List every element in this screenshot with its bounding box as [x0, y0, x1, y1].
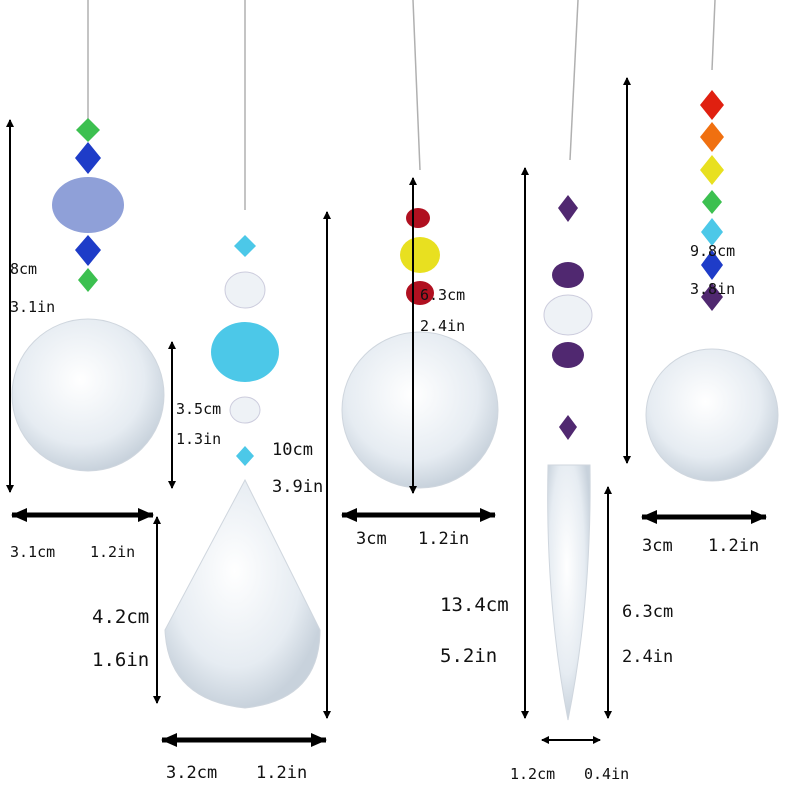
cone-total-in: 3.9in [272, 477, 324, 497]
ball-crystal-in: 1.3in [176, 430, 222, 448]
disc-total-in: 2.4in [420, 317, 466, 335]
snowflake-pendant [645, 90, 779, 482]
ball-width-in: 1.2in [90, 543, 136, 561]
icicle-crystal-cm: 6.3cm [622, 602, 674, 622]
ball-pendant [11, 118, 165, 472]
disc-pendant [341, 208, 499, 489]
cone-crystal-in: 1.6in [92, 649, 150, 671]
snowflake-width-in: 1.2in [708, 536, 760, 556]
icicle-width-in: 0.4in [584, 765, 630, 783]
cone-width-cm: 3.2cm [166, 763, 218, 783]
ball-crystal-cm: 3.5cm [176, 400, 222, 418]
icicle-pendant [543, 195, 593, 721]
dimension-arrows [6, 77, 767, 747]
cone-width-in: 1.2in [256, 763, 308, 783]
snowflake-total-cm: 9.8cm [690, 242, 736, 260]
ball-width-cm: 3.1cm [10, 543, 56, 561]
disc-total-cm: 6.3cm [420, 286, 466, 304]
disc-width-cm: 3cm [356, 529, 387, 549]
ball-total-cm: 8cm [10, 260, 38, 278]
cone-total-cm: 10cm [272, 440, 313, 460]
chains [87, 0, 716, 210]
icicle-total-in: 5.2in [440, 645, 498, 667]
disc-width-in: 1.2in [418, 529, 470, 549]
cone-pendant [164, 235, 321, 709]
icicle-width-cm: 1.2cm [510, 765, 556, 783]
snowflake-total-in: 3.8in [690, 280, 736, 298]
icicle-total-cm: 13.4cm [440, 594, 509, 616]
snowflake-width-cm: 3cm [642, 536, 673, 556]
cone-crystal-cm: 4.2cm [92, 606, 150, 628]
ball-total-in: 3.1in [10, 298, 56, 316]
icicle-crystal-in: 2.4in [622, 647, 674, 667]
